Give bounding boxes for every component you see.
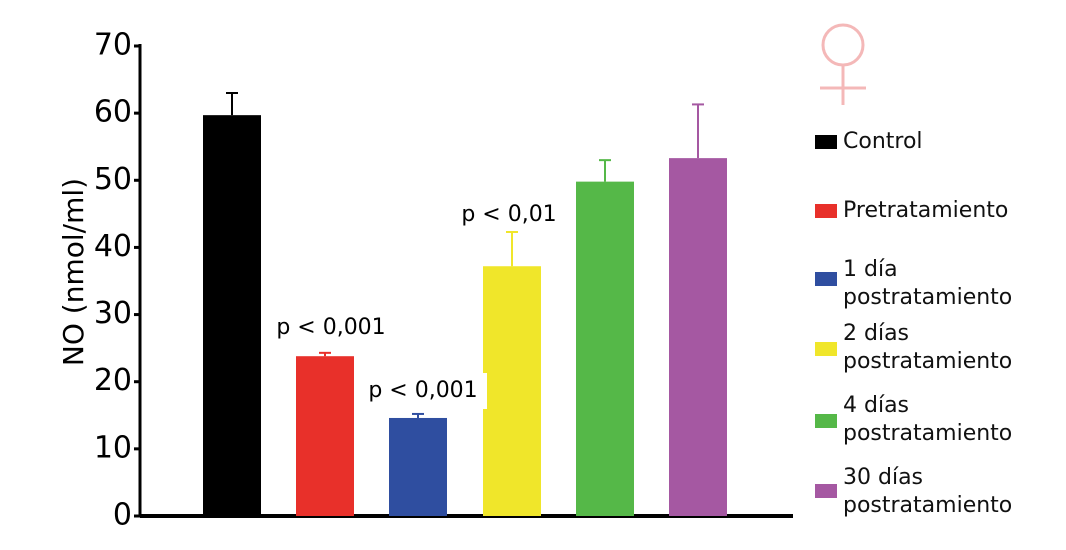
legend-swatch xyxy=(815,272,837,286)
legend-label: 1 día postratamiento xyxy=(843,257,1013,310)
bar xyxy=(483,266,541,516)
y-tick-label: 0 xyxy=(113,498,132,533)
female-symbol xyxy=(820,23,866,105)
legend-swatch xyxy=(815,204,837,218)
y-tick-label: 10 xyxy=(94,430,132,465)
y-tick-label: 60 xyxy=(94,95,132,130)
y-tick-label: 40 xyxy=(94,229,132,264)
annotation: p < 0,001 xyxy=(368,378,477,403)
legend-label: 2 días postratamiento xyxy=(843,321,1013,374)
annotation-bg xyxy=(359,373,487,409)
legend-label: 4 días postratamiento xyxy=(843,393,1013,446)
legend-swatch xyxy=(815,342,837,356)
legend-swatch xyxy=(815,414,837,428)
bar xyxy=(203,115,261,517)
legend-swatch xyxy=(815,484,837,498)
legend-label: 30 días postratamiento xyxy=(843,465,1013,518)
bar xyxy=(296,356,354,516)
annotation: p < 0,01 xyxy=(461,202,556,227)
bar xyxy=(576,181,634,516)
y-tick-label: 30 xyxy=(94,296,132,331)
y-tick-label: 70 xyxy=(94,28,132,63)
bar xyxy=(389,417,447,516)
legend-label: Pretratamiento xyxy=(843,198,1009,223)
y-tick-label: 50 xyxy=(94,162,132,197)
legend-swatch xyxy=(815,135,837,149)
y-axis-label: NO (nmol/ml) xyxy=(57,178,90,366)
legend-label: Control xyxy=(843,129,923,154)
y-tick-label: 20 xyxy=(94,363,132,398)
annotation: p < 0,001 xyxy=(276,315,385,340)
bar xyxy=(669,158,727,516)
